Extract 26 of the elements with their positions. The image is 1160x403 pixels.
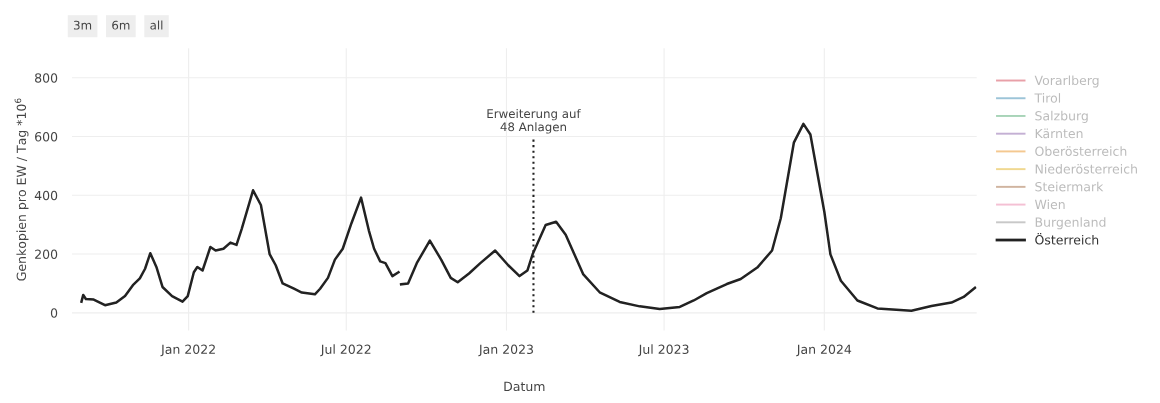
text: all — [150, 20, 163, 30]
x-tick-label: Jul 2023 — [638, 344, 689, 357]
legend-label: Niederösterreich — [1035, 164, 1137, 174]
legend-label: Burgenland — [1035, 217, 1106, 230]
text: 3m — [73, 20, 92, 30]
legend-label: Kärnten — [1035, 128, 1083, 139]
y-axis-title: Genkopien pro EW / Tag *10$^{6}$ — [14, 98, 29, 281]
x-axis-title: Datum — [504, 381, 545, 392]
y-tick-label: 200 — [35, 249, 58, 259]
legend-label: Salzburg — [1035, 110, 1088, 123]
legend-label: Wien — [1034, 199, 1065, 210]
x-tick-label: Jan 2023 — [478, 344, 533, 357]
legend-label: Österreich — [1035, 233, 1099, 245]
text: 6m — [112, 20, 130, 30]
legend-label: Steiermark — [1035, 181, 1104, 192]
legend-label: Tirol — [1034, 93, 1061, 103]
ref-line-label: Erweiterung auf 48 Anlagen — [487, 108, 581, 134]
y-tick-label: 800 — [35, 73, 58, 83]
y-tick-label: 400 — [34, 190, 58, 201]
legend-label: Vorarlberg — [1034, 75, 1099, 88]
x-tick-label: Jan 2024 — [796, 344, 852, 357]
y-tick-label: 600 — [35, 131, 58, 142]
x-tick-label: Jul 2022 — [320, 344, 371, 357]
y-tick-label: 0 — [50, 308, 58, 318]
legend-label: Oberösterreich — [1035, 146, 1127, 156]
x-tick-label: Jan 2022 — [160, 344, 215, 357]
